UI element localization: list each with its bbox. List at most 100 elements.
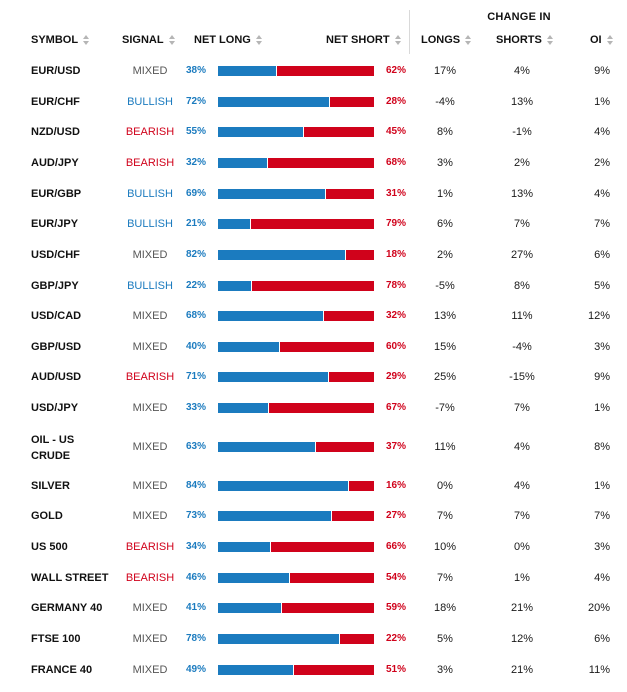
signal-cell: MIXED xyxy=(132,664,168,676)
oi-change-cell: 8% xyxy=(594,441,610,453)
sentiment-bar xyxy=(218,250,374,260)
net-short-cell: 68% xyxy=(385,157,406,168)
oi-change-cell: 9% xyxy=(594,65,610,77)
sentiment-bar xyxy=(218,342,374,352)
sentiment-bar-long xyxy=(218,372,329,382)
symbol-cell[interactable]: GBP/USD xyxy=(31,341,82,353)
net-long-cell: 69% xyxy=(185,188,206,199)
oi-change-cell: 6% xyxy=(594,633,610,645)
symbol-cell[interactable]: USD/JPY xyxy=(31,402,79,414)
shorts-change-cell: 0% xyxy=(514,541,530,553)
sort-icon[interactable] xyxy=(546,34,553,46)
shorts-change-cell: 4% xyxy=(514,480,530,492)
symbol-cell[interactable]: WALL STREET xyxy=(31,572,109,584)
symbol-cell[interactable]: USD/CAD xyxy=(31,310,82,322)
sentiment-bar-long xyxy=(218,573,290,583)
header-longs[interactable]: LONGS xyxy=(421,34,472,46)
net-long-cell: 38% xyxy=(185,65,206,76)
net-long-cell: 22% xyxy=(185,280,206,291)
net-short-cell: 51% xyxy=(385,664,406,675)
symbol-cell[interactable]: OIL - US CRUDE xyxy=(31,434,75,462)
sentiment-bar xyxy=(218,372,374,382)
sort-icon[interactable] xyxy=(168,34,175,46)
signal-cell: MIXED xyxy=(132,441,168,453)
symbol-cell[interactable]: GOLD xyxy=(31,510,63,522)
sentiment-bar-long xyxy=(218,634,340,644)
sentiment-bar xyxy=(218,665,374,675)
sort-icon[interactable] xyxy=(83,34,90,46)
sentiment-bar xyxy=(218,189,374,199)
symbol-cell[interactable]: SILVER xyxy=(31,480,70,492)
net-long-cell: 78% xyxy=(185,633,206,644)
oi-change-cell: 1% xyxy=(594,96,610,108)
sentiment-bar xyxy=(218,66,374,76)
symbol-cell[interactable]: EUR/JPY xyxy=(31,218,79,230)
sentiment-bar-long xyxy=(218,97,331,107)
signal-cell: BEARISH xyxy=(125,541,175,553)
header-net-long-label: NET LONG xyxy=(194,34,251,46)
signal-cell: MIXED xyxy=(132,602,168,614)
shorts-change-cell: 12% xyxy=(510,633,534,645)
symbol-cell[interactable]: FRANCE 40 xyxy=(31,664,93,676)
sentiment-bar-long xyxy=(218,158,268,168)
sentiment-bar xyxy=(218,442,374,452)
symbol-cell[interactable]: EUR/GBP xyxy=(31,188,82,200)
shorts-change-cell: 4% xyxy=(514,441,530,453)
signal-cell: BEARISH xyxy=(125,371,175,383)
net-short-cell: 22% xyxy=(385,633,406,644)
sort-icon[interactable] xyxy=(394,34,401,46)
header-net-short[interactable]: NET SHORT xyxy=(326,34,401,46)
shorts-change-cell: 7% xyxy=(514,402,530,414)
longs-change-cell: 11% xyxy=(434,441,456,453)
sentiment-bar xyxy=(218,573,374,583)
longs-change-cell: 5% xyxy=(437,633,453,645)
net-long-cell: 46% xyxy=(185,572,206,583)
shorts-change-cell: 13% xyxy=(510,188,534,200)
oi-change-cell: 2% xyxy=(594,157,610,169)
sentiment-bar xyxy=(218,281,374,291)
symbol-cell[interactable]: GBP/JPY xyxy=(31,280,79,292)
net-short-cell: 79% xyxy=(385,218,406,229)
header-signal-label: SIGNAL xyxy=(122,34,164,46)
longs-change-cell: 2% xyxy=(437,249,453,261)
header-shorts[interactable]: SHORTS xyxy=(496,34,553,46)
sentiment-bar-long xyxy=(218,665,295,675)
sentiment-bar xyxy=(218,97,374,107)
sort-icon[interactable] xyxy=(255,34,262,46)
oi-change-cell: 1% xyxy=(594,480,610,492)
oi-change-cell: 20% xyxy=(587,602,610,614)
sentiment-bar xyxy=(218,511,374,521)
sort-icon[interactable] xyxy=(465,34,472,46)
header-net-long[interactable]: NET LONG xyxy=(194,34,262,46)
signal-cell: BEARISH xyxy=(125,572,175,584)
change-in-title: CHANGE IN xyxy=(487,11,551,23)
signal-cell: MIXED xyxy=(132,65,168,77)
net-short-cell: 37% xyxy=(385,441,406,452)
shorts-change-cell: 4% xyxy=(514,65,530,77)
symbol-cell[interactable]: GERMANY 40 xyxy=(31,602,103,614)
oi-change-cell: 4% xyxy=(594,126,610,138)
net-short-cell: 31% xyxy=(385,188,406,199)
net-long-cell: 82% xyxy=(185,249,206,260)
header-symbol[interactable]: SYMBOL xyxy=(31,34,90,46)
symbol-cell[interactable]: NZD/USD xyxy=(31,126,80,138)
header-oi[interactable]: OI xyxy=(590,34,613,46)
header-signal[interactable]: SIGNAL xyxy=(122,34,175,46)
sentiment-bar-long xyxy=(218,66,278,76)
symbol-cell[interactable]: USD/CHF xyxy=(31,249,80,261)
sentiment-bar-long xyxy=(218,442,317,452)
symbol-cell[interactable]: EUR/USD xyxy=(31,65,81,77)
signal-cell: MIXED xyxy=(132,310,168,322)
symbol-cell[interactable]: FTSE 100 xyxy=(31,633,81,645)
oi-change-cell: 3% xyxy=(594,541,610,553)
sort-icon[interactable] xyxy=(606,34,613,46)
net-long-cell: 33% xyxy=(185,402,206,413)
signal-cell: MIXED xyxy=(132,633,168,645)
longs-change-cell: 1% xyxy=(437,188,453,200)
symbol-cell[interactable]: US 500 xyxy=(31,541,68,553)
symbol-cell[interactable]: AUD/JPY xyxy=(31,157,79,169)
net-long-cell: 41% xyxy=(185,602,206,613)
symbol-cell[interactable]: AUD/USD xyxy=(31,371,82,383)
shorts-change-cell: 7% xyxy=(514,218,530,230)
symbol-cell[interactable]: EUR/CHF xyxy=(31,96,80,108)
